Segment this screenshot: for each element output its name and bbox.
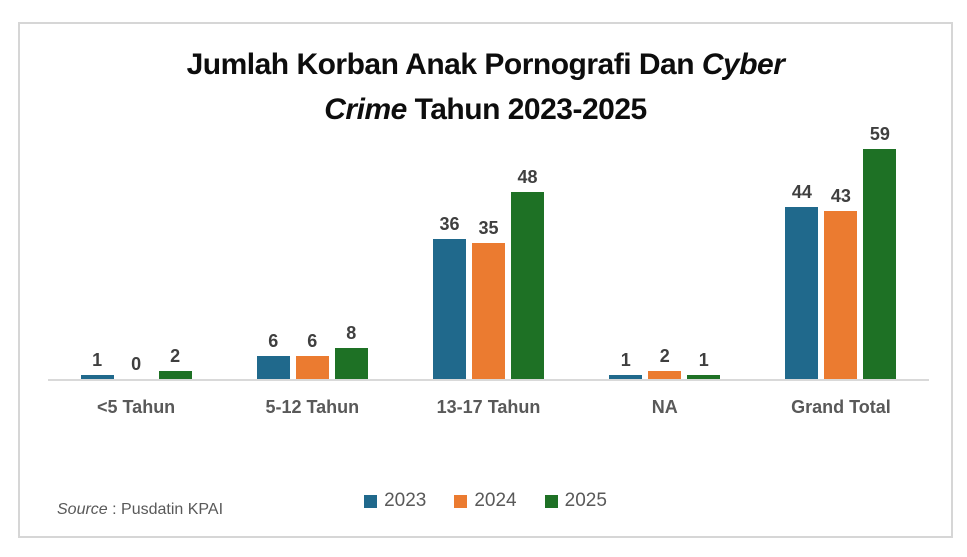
- bar-value-label: 8: [346, 322, 357, 343]
- bar: [433, 238, 466, 379]
- bar-value-label: 43: [830, 186, 851, 207]
- bar-wrap: 2: [158, 346, 192, 379]
- legend-swatch: [544, 494, 558, 508]
- plot-area: 1 0 2 6 6 8 36 35 48 1 2 1 44 43 59: [48, 119, 929, 381]
- title-text-italic: Cyber: [701, 48, 785, 81]
- bar-value-label: 0: [131, 354, 142, 374]
- bar: [334, 347, 368, 379]
- bar-wrap: 0: [120, 354, 153, 379]
- source-text: : Pusdatin KPAI: [107, 501, 224, 518]
- bar-wrap: 59: [863, 123, 897, 379]
- bar-wrap: 1: [609, 350, 643, 379]
- bar-wrap: 2: [648, 346, 682, 379]
- bar-value-label: 1: [92, 350, 103, 371]
- legend-swatch: [364, 494, 378, 508]
- title-text-italic: Crime: [324, 93, 407, 126]
- legend-swatch: [454, 494, 468, 508]
- source-label: Source: [57, 501, 108, 518]
- bar-value-label: 6: [268, 330, 279, 351]
- bar-value-label: 36: [439, 213, 460, 234]
- bar-wrap: 36: [433, 214, 466, 379]
- bar: [295, 355, 329, 379]
- legend-label: 2023: [384, 490, 427, 511]
- bar-value-label: 59: [869, 123, 890, 144]
- bar-wrap: 48: [511, 167, 544, 379]
- bar: [648, 371, 682, 379]
- category-label: <5 Tahun: [97, 397, 176, 417]
- bar-wrap: 6: [256, 330, 290, 379]
- bar-value-label: 1: [620, 350, 631, 371]
- bar-value-label: 35: [478, 217, 499, 238]
- bar-group: 1 0 2: [48, 346, 224, 379]
- bar: [158, 371, 192, 379]
- chart-panel: Jumlah Korban Anak Pornografi Dan Cyber …: [18, 22, 953, 538]
- bar-value-label: 48: [517, 166, 538, 187]
- bar-group: 6 6 8: [224, 323, 400, 379]
- bar: [80, 375, 114, 379]
- bar: [472, 242, 505, 379]
- bar-group: 44 43 59: [753, 124, 929, 379]
- bar-group: 36 35 48: [400, 167, 576, 379]
- bar-value-label: 1: [698, 350, 709, 371]
- legend-item: 2023: [364, 490, 426, 512]
- bar-value-label: 44: [791, 182, 812, 203]
- category-label: Grand Total: [791, 397, 891, 417]
- bar-wrap: 6: [295, 330, 329, 379]
- title-text-regular: Jumlah Korban Anak Pornografi Dan: [186, 48, 702, 81]
- category-label: 5-12 Tahun: [265, 397, 360, 417]
- bar: [609, 375, 643, 379]
- bar: [824, 211, 858, 379]
- bar: [511, 191, 544, 379]
- legend-label: 2024: [474, 490, 517, 511]
- source-note: Source : Pusdatin KPAI: [57, 501, 223, 519]
- bar-wrap: 1: [80, 350, 114, 379]
- legend: 2023 2024 2025: [20, 490, 951, 512]
- bar-value-label: 6: [307, 330, 318, 351]
- bar-wrap: 35: [472, 217, 505, 379]
- bar-value-label: 2: [659, 346, 670, 367]
- legend-item: 2024: [454, 490, 517, 512]
- legend-item: 2025: [544, 490, 607, 512]
- category-label: NA: [651, 397, 678, 417]
- category-axis: <5 Tahun 5-12 Tahun 13-17 Tahun NA Grand Tot…: [48, 397, 929, 418]
- bar: [785, 207, 819, 379]
- title-text-regular: Tahun 2023-2025: [406, 93, 648, 126]
- bar-value-label: 2: [170, 346, 181, 367]
- chart-title: Jumlah Korban Anak Pornografi Dan Cyber …: [20, 42, 951, 132]
- bar-wrap: 1: [687, 350, 721, 379]
- bar-wrap: 8: [334, 322, 368, 379]
- bar: [687, 375, 721, 379]
- bar-wrap: 44: [785, 182, 819, 379]
- bar: [256, 355, 290, 379]
- bar: [863, 148, 897, 379]
- bar-group: 1 2 1: [577, 346, 753, 379]
- legend-label: 2025: [564, 490, 607, 511]
- bar-wrap: 43: [824, 186, 858, 379]
- category-label: 13-17 Tahun: [436, 397, 541, 417]
